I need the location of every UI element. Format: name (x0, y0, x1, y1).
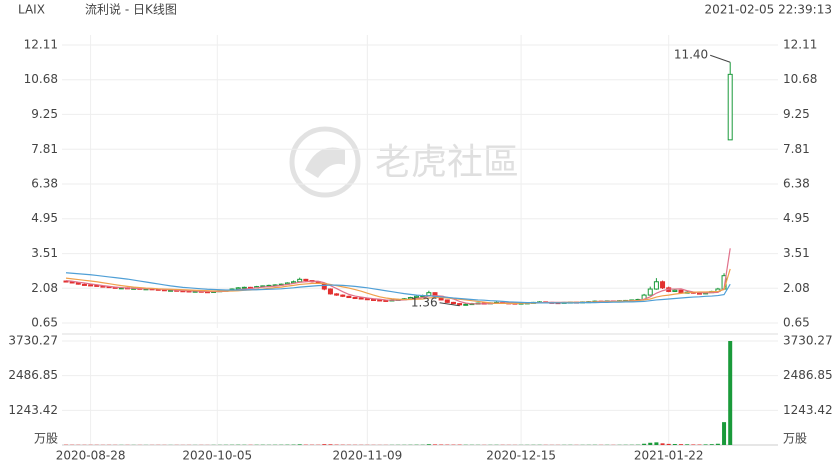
candle-body (334, 293, 340, 296)
y-tick-label: 6.38 (31, 177, 58, 191)
candle-body (414, 295, 420, 299)
annotation-line (710, 54, 731, 63)
watermark-text: 老虎社區 (375, 142, 519, 183)
volume-tick-label: 3730.27 (8, 334, 58, 348)
y-tick-label: 2.08 (31, 281, 58, 295)
y-tick-label-right: 12.11 (783, 38, 817, 52)
candle-body (450, 301, 456, 305)
y-tick-label-right: 4.95 (783, 211, 810, 225)
volume-bar (685, 444, 690, 445)
volume-bar (715, 443, 720, 445)
volume-tick-label-right: 1243.42 (783, 403, 833, 417)
volume-bar (648, 442, 653, 445)
watermark-logo-shape (305, 147, 345, 178)
annotation-line (439, 302, 460, 307)
volume-bar (666, 443, 671, 445)
y-tick-label-right: 10.68 (783, 72, 817, 86)
candle-body (727, 73, 733, 141)
volume-bar (328, 444, 333, 445)
candle-body (444, 299, 450, 303)
volume-bar (697, 444, 702, 445)
volume-tick-label-right: 3730.27 (783, 334, 833, 348)
y-tick-label: 0.65 (31, 316, 58, 330)
candle-body (241, 286, 247, 289)
volume-bar (672, 444, 677, 445)
y-tick-label: 9.25 (31, 107, 58, 121)
x-tick-label: 2020-12-15 (486, 449, 556, 463)
candle-body (358, 297, 364, 300)
volume-bar (297, 444, 302, 445)
timestamp: 2021-02-05 22:39:13 (705, 3, 832, 17)
candle-body (321, 282, 327, 290)
y-tick-label-right: 9.25 (783, 107, 810, 121)
volume-bar (654, 442, 659, 445)
y-tick-label: 10.68 (24, 72, 58, 86)
candle-body (88, 284, 94, 287)
candle-body (297, 278, 303, 283)
candle-body (303, 278, 309, 282)
ma-line (65, 272, 731, 304)
annotation-label: 1.36 (411, 295, 438, 309)
volume-bar (679, 444, 683, 445)
volume-bar (439, 444, 444, 445)
candle-body (352, 297, 358, 300)
volume-bar (642, 443, 647, 445)
ma-line (65, 268, 731, 304)
volume-tick-label-right: 2486.85 (783, 368, 833, 382)
candle-body (94, 284, 100, 287)
y-tick-label-right: 6.38 (783, 177, 810, 191)
symbol: LAIX (18, 3, 45, 17)
volume-unit: 万股 (34, 432, 58, 446)
candle-body (371, 298, 376, 301)
x-tick-label: 2020-11-09 (332, 449, 402, 463)
volume-bar (709, 444, 714, 445)
y-tick-label: 3.51 (31, 246, 58, 260)
y-tick-label: 4.95 (31, 211, 58, 225)
y-tick-label-right: 3.51 (783, 246, 810, 260)
watermark-logo (289, 126, 361, 198)
watermark: 老虎社區 (289, 126, 519, 198)
volume-bar (660, 443, 665, 445)
candle-body (81, 283, 87, 286)
candle-body (660, 281, 666, 289)
x-tick-label: 2021-01-22 (634, 449, 704, 463)
y-tick-label-right: 7.81 (783, 142, 810, 156)
candle-body (340, 294, 346, 297)
volume-bar (703, 444, 708, 445)
annotation-label: 11.40 (674, 48, 708, 62)
ma-line (65, 248, 731, 305)
volume-tick-label: 1243.42 (8, 403, 58, 417)
y-tick-label: 7.81 (31, 142, 58, 156)
candle-body (364, 298, 370, 301)
volume-tick-label: 2486.85 (8, 368, 58, 382)
volume-bar (322, 444, 327, 445)
volume-unit-right: 万股 (783, 432, 807, 446)
volume-bar (728, 341, 733, 445)
candle-body (327, 288, 333, 295)
stock-name: 流利说 - 日K线图 (85, 2, 177, 17)
volume-bar (722, 422, 727, 445)
candle-body (377, 299, 383, 302)
volume-bar (691, 444, 696, 445)
candle-body (235, 287, 241, 290)
x-tick-label: 2020-10-05 (182, 449, 252, 463)
volume-bar (426, 444, 431, 445)
candle-body (647, 288, 653, 296)
candle-body (678, 289, 684, 294)
x-tick-label: 2020-08-28 (56, 449, 126, 463)
y-tick-label-right: 2.08 (783, 281, 810, 295)
y-tick-label: 12.11 (24, 38, 58, 52)
candle-body (672, 289, 678, 292)
y-tick-label-right: 0.65 (783, 316, 810, 330)
volume-bar (433, 444, 437, 445)
candle-body (653, 281, 659, 290)
candle-body (346, 295, 352, 299)
candle-body (75, 282, 81, 285)
candle-body (463, 303, 469, 306)
candle-body (457, 303, 463, 306)
